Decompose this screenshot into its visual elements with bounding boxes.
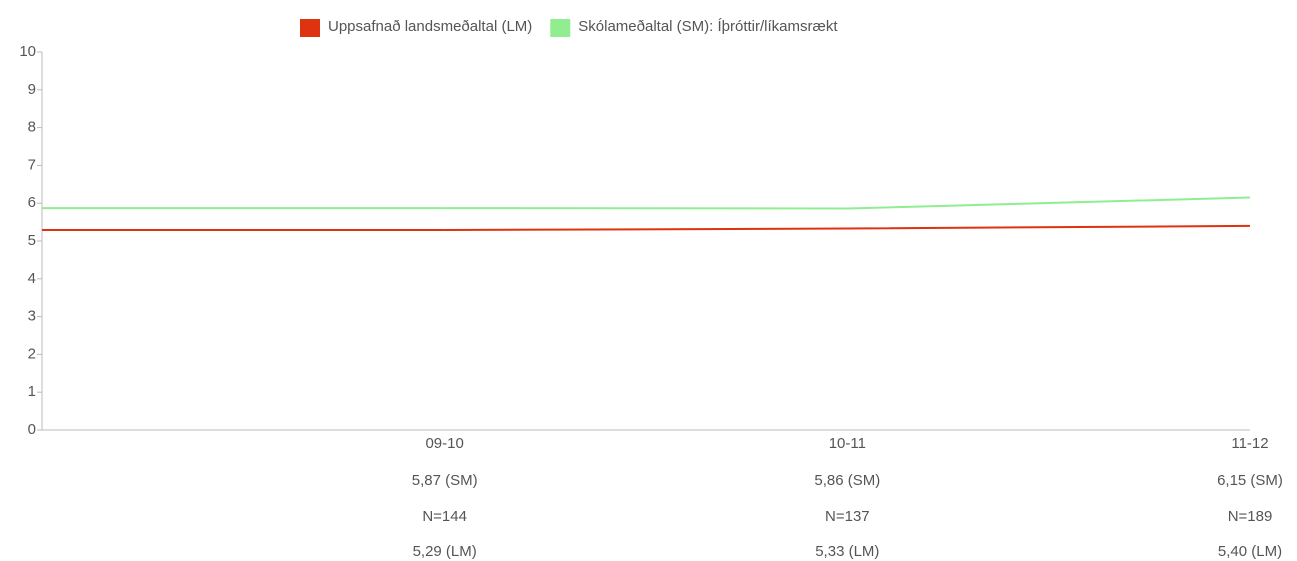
x-tick-label: 10-11 (829, 435, 866, 452)
legend-swatch (550, 19, 571, 37)
legend-label: Skólameðaltal (SM): Íþróttir/líkamsrækt (578, 18, 838, 35)
line (444, 224, 1251, 232)
x-tick-label: 11-12 (1231, 435, 1268, 452)
value-label: 6,15 (SM) (1217, 472, 1283, 489)
y-tick-label: 3 (28, 308, 36, 325)
x-tick-label: 09-10 (425, 435, 463, 452)
value-label: 5,33 (LM) (815, 543, 879, 560)
legend-label: Uppsafnað landsmeðaltal (LM) (328, 18, 532, 35)
y-tick-label: 4 (28, 270, 36, 287)
n-label: N=189 (1228, 508, 1273, 525)
y-tick-label: 5 (28, 232, 36, 249)
y-tick-label: 8 (28, 119, 36, 136)
y-tick-label: 1 (28, 383, 36, 400)
y-tick-label: 10 (19, 43, 36, 60)
legend-swatch (300, 19, 320, 37)
n-label: N=144 (422, 508, 467, 525)
y-tick-label: 0 (28, 421, 36, 438)
n-label: N=137 (825, 508, 870, 525)
value-label: 5,40 (LM) (1218, 543, 1282, 560)
y-tick-label: 6 (28, 194, 36, 211)
y-tick-label: 2 (28, 345, 36, 362)
y-tick-label: 9 (28, 81, 36, 98)
value-label: 5,29 (LM) (413, 543, 477, 560)
y-tick-label: 7 (28, 156, 36, 173)
value-label: 5,87 (SM) (412, 472, 478, 489)
value-label: 5,86 (SM) (814, 472, 880, 489)
line (444, 196, 1251, 210)
